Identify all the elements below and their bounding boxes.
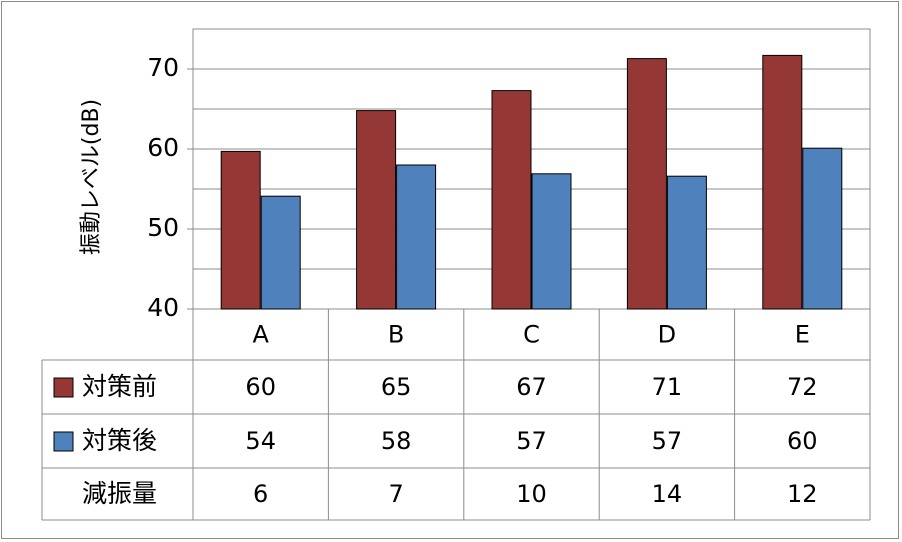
bar-A-対策前: [220, 150, 261, 310]
data-label: 58: [381, 427, 412, 455]
bars: [220, 54, 843, 310]
bar-E-対策前: [762, 54, 803, 310]
data-label: 57: [516, 427, 547, 455]
data-label: 54: [245, 427, 276, 455]
data-label: 72: [787, 373, 818, 401]
category-label: C: [523, 321, 540, 349]
y-tick-label: 50: [147, 213, 179, 242]
legend-label: 対策後: [82, 426, 157, 455]
bar-B-対策後: [396, 164, 437, 310]
data-label: 71: [652, 373, 683, 401]
bar-A-対策後: [260, 195, 301, 310]
category-label: D: [658, 321, 676, 349]
y-tick-labels: 40 50 60 70: [147, 53, 193, 322]
data-label: 60: [245, 373, 276, 401]
data-label: 65: [381, 373, 412, 401]
data-label: 12: [787, 480, 818, 508]
category-label: E: [795, 321, 810, 349]
bar-B-対策前: [356, 110, 397, 310]
legend-key-対策後: [53, 431, 74, 452]
y-tick-label: 60: [147, 133, 179, 162]
bar-E-対策後: [802, 147, 843, 310]
data-label: 57: [652, 427, 683, 455]
row-label-reduction: 減振量: [82, 479, 157, 508]
data-label: 6: [253, 480, 268, 508]
data-label: 7: [388, 480, 403, 508]
category-label: A: [252, 321, 269, 349]
legend-label: 対策前: [82, 372, 157, 401]
legend-key-対策前: [53, 377, 74, 398]
bar-C-対策前: [491, 90, 532, 310]
y-tick-label: 70: [147, 53, 179, 82]
bar-C-対策後: [531, 173, 572, 310]
data-label: 14: [652, 480, 683, 508]
data-label: 10: [516, 480, 547, 508]
data-label: 67: [516, 373, 547, 401]
data-label: 60: [787, 427, 818, 455]
y-axis-label: 振動レベル(dB): [79, 99, 104, 255]
bar-D-対策前: [626, 58, 667, 310]
y-tick-label: 40: [147, 293, 179, 322]
bar-D-対策後: [666, 175, 707, 310]
category-label: B: [388, 321, 404, 349]
